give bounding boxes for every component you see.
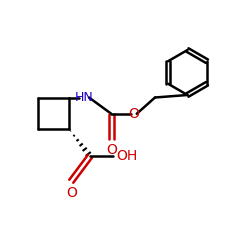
Text: O: O (106, 143, 117, 157)
Text: OH: OH (116, 149, 138, 163)
Text: HN: HN (74, 91, 93, 104)
Text: O: O (66, 186, 77, 200)
Text: O: O (128, 107, 139, 121)
